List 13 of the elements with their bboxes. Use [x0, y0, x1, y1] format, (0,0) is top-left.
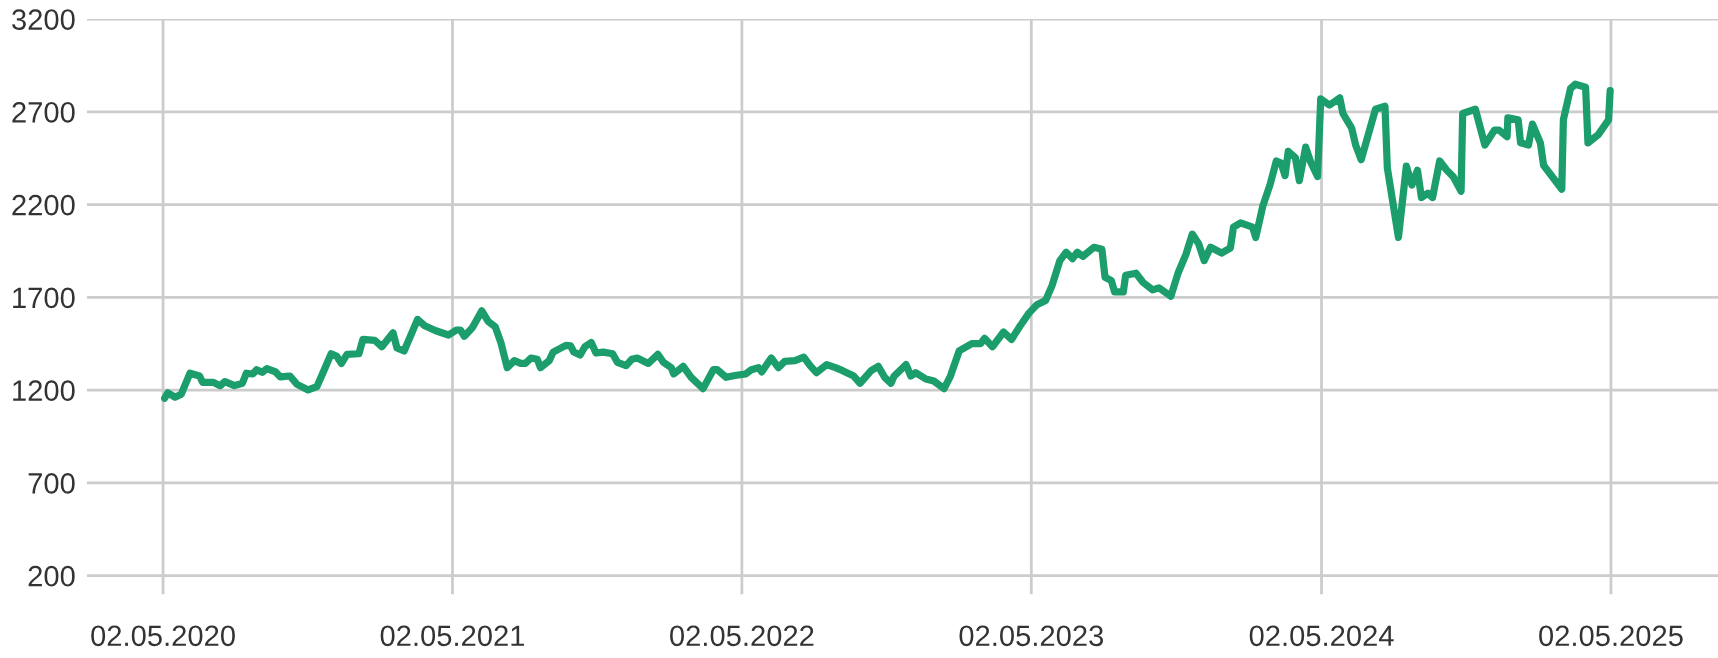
x-tick-label: 02.05.2024 — [1249, 625, 1394, 647]
y-tick-label: 2200 — [12, 194, 75, 216]
x-tick-label: 02.05.2022 — [670, 625, 814, 647]
y-tick-label: 1200 — [13, 380, 75, 401]
y-tick-label: 2700 — [12, 102, 75, 123]
x-tick-label: 02.05.2025 — [1539, 625, 1683, 647]
x-tick-label: 02.05.2020 — [91, 625, 235, 647]
y-tick-label: 1700 — [13, 287, 75, 309]
x-tick-label: 02.05.2023 — [959, 625, 1104, 647]
y-tick-label: 3200 — [12, 9, 75, 30]
y-tick-label: 700 — [28, 473, 75, 494]
y-tick-label: 200 — [28, 565, 75, 587]
x-tick-label: 02.05.2021 — [380, 625, 525, 647]
